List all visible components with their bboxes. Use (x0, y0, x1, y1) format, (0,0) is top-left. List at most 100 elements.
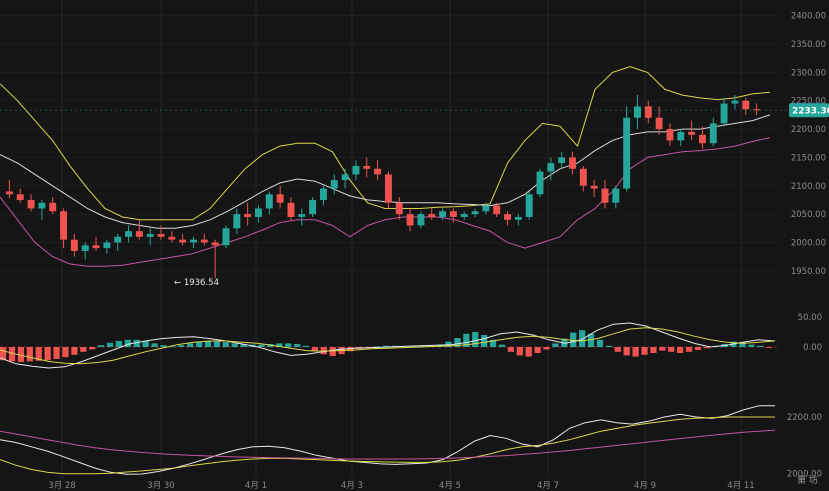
macd-histogram-bar (311, 347, 319, 351)
lower-line-yellow (0, 416, 775, 475)
macd-histogram-bar (570, 332, 577, 347)
macd-histogram-bar (17, 347, 25, 362)
macd-histogram-bar (374, 346, 381, 348)
macd-histogram-bar (231, 343, 238, 347)
macd-histogram-bar (543, 347, 550, 350)
macd-histogram-bar (53, 347, 60, 359)
candle-body (428, 214, 436, 217)
candle-body (298, 214, 306, 217)
candle-body (60, 211, 68, 240)
macd-histogram-bar (222, 342, 229, 347)
macd-histogram-bar (766, 347, 773, 348)
macd-histogram-bar (507, 347, 514, 352)
macd-histogram-bar (498, 344, 506, 347)
candle-body (244, 214, 252, 217)
x-tick-label: 4月 7 (537, 481, 559, 491)
candle-body (190, 239, 197, 243)
price-y-tick: 2400.00 (791, 12, 826, 22)
candle-body (233, 214, 241, 229)
macd-histogram-bar (187, 343, 194, 347)
macd-histogram-bar (383, 345, 390, 347)
price-y-tick: 2250.00 (791, 97, 826, 107)
candle-body (612, 188, 620, 203)
macd-histogram-bar (614, 347, 621, 352)
macd-histogram-bar (89, 347, 96, 350)
candle-body (309, 199, 317, 215)
macd-histogram-bar (97, 345, 105, 347)
candle-body (439, 211, 447, 217)
candle-body (677, 131, 685, 141)
candle-body (482, 205, 490, 212)
candle-body (135, 231, 143, 237)
price-y-tick: 2050.00 (791, 210, 826, 220)
candle-body (569, 157, 576, 169)
price-y-tick: 2000.00 (791, 238, 826, 248)
price-y-tick: 1950.00 (791, 267, 826, 277)
candle-body (38, 202, 46, 209)
macd-histogram-bar (463, 333, 470, 347)
candle-body (330, 180, 338, 189)
macd-histogram-bar (258, 344, 265, 347)
candle-body (265, 194, 273, 209)
candle-body (688, 131, 696, 135)
macd-histogram-bar (650, 347, 657, 353)
candle-body (114, 236, 122, 243)
macd-histogram-bar (44, 347, 51, 361)
candle-body (547, 163, 555, 172)
macd-panel[interactable] (0, 322, 780, 369)
macd-histogram-bar (240, 344, 247, 347)
macd-histogram-bar (703, 347, 710, 349)
last-price-badge-bg (789, 103, 829, 118)
candle-body (623, 117, 631, 189)
boll-upper-line (0, 66, 771, 221)
macd-histogram-bar (26, 347, 33, 362)
candle-body (211, 242, 219, 246)
candle-body (514, 216, 522, 220)
candle-body (168, 236, 176, 240)
candle-body (125, 231, 132, 237)
candle-body (287, 202, 295, 217)
candle-body (16, 194, 24, 200)
lower-panel[interactable] (0, 405, 776, 475)
macd-histogram-bar (489, 339, 497, 347)
candle-body (525, 194, 533, 217)
macd-histogram-bar (534, 347, 541, 353)
price-panel[interactable] (0, 66, 789, 279)
macd-histogram-bar (757, 345, 764, 347)
candle-body (49, 202, 57, 212)
candle-body (276, 194, 284, 203)
candle-body (742, 100, 750, 110)
candle-body (319, 188, 327, 200)
lower-y-tick: 2000.00 (787, 470, 822, 480)
macd-histogram-bar (80, 347, 87, 352)
macd-histogram-bar (276, 343, 283, 347)
macd-histogram-bar (685, 347, 693, 352)
low-price-annotation: ← 1936.54 (174, 278, 219, 288)
macd-histogram-bar (195, 341, 203, 347)
candle-body (395, 202, 403, 215)
candle-body (352, 165, 360, 175)
candle-body (70, 239, 78, 251)
macd-histogram-bar (71, 347, 78, 355)
candle-body (731, 100, 739, 104)
macd-histogram-bar (213, 341, 221, 347)
macd-histogram-bar (35, 347, 42, 361)
candle-body (157, 233, 165, 237)
macd-histogram-bar (632, 347, 639, 357)
macd-histogram-bar (302, 345, 310, 347)
candle-body (384, 174, 392, 203)
macd-histogram-bar (694, 347, 702, 350)
lower-line-magenta (0, 429, 776, 460)
candle-body (493, 205, 501, 215)
macd-histogram-bar (623, 347, 630, 356)
macd-histogram-bar (169, 346, 176, 348)
macd-histogram-bar (293, 344, 301, 347)
macd-histogram-bar (124, 339, 131, 347)
macd-histogram-bar (677, 347, 684, 353)
candle-body (601, 188, 609, 203)
candle-body (417, 214, 425, 226)
macd-histogram-bar (62, 347, 69, 358)
macd-histogram-bar (142, 341, 149, 347)
